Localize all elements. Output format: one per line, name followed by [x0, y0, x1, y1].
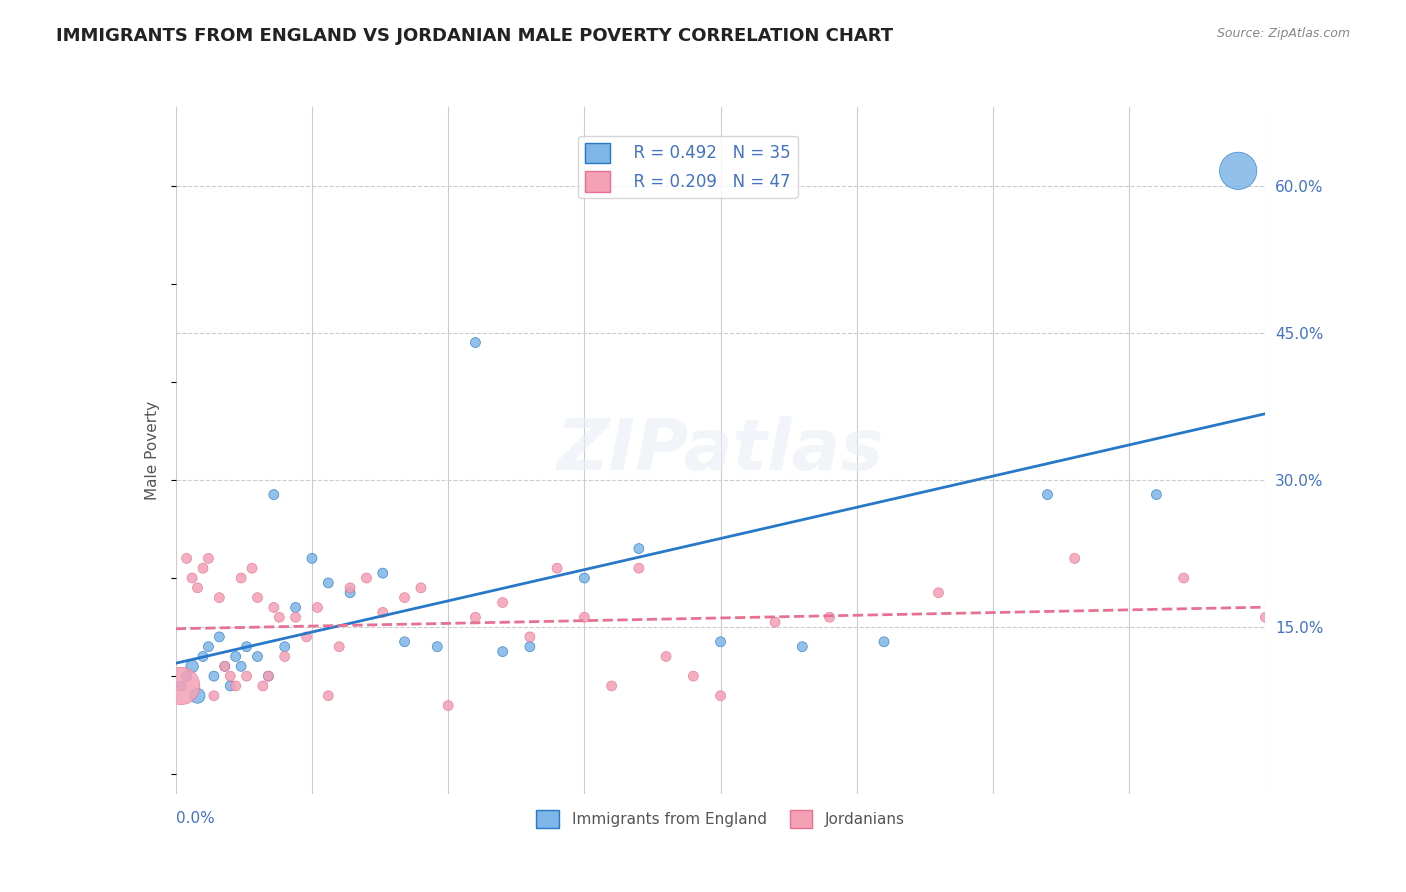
Text: IMMIGRANTS FROM ENGLAND VS JORDANIAN MALE POVERTY CORRELATION CHART: IMMIGRANTS FROM ENGLAND VS JORDANIAN MAL…	[56, 27, 893, 45]
Y-axis label: Male Poverty: Male Poverty	[145, 401, 160, 500]
Point	[235, 669, 257, 683]
Point	[655, 649, 678, 664]
Point	[240, 561, 263, 575]
Point	[1144, 488, 1167, 502]
Point	[356, 571, 378, 585]
Point	[574, 571, 596, 585]
Point	[284, 600, 307, 615]
Point	[519, 640, 541, 654]
Point	[181, 659, 204, 673]
Point	[231, 571, 253, 585]
Point	[257, 669, 280, 683]
Point	[274, 640, 297, 654]
Point	[170, 679, 193, 693]
Legend: Immigrants from England, Jordanians: Immigrants from England, Jordanians	[530, 804, 911, 834]
Point	[235, 640, 257, 654]
Point	[318, 689, 340, 703]
Point	[170, 679, 193, 693]
Point	[186, 689, 209, 703]
Point	[928, 586, 950, 600]
Point	[710, 635, 733, 649]
Point	[464, 335, 486, 350]
Point	[186, 581, 209, 595]
Point	[263, 600, 285, 615]
Point	[627, 561, 650, 575]
Point	[181, 571, 204, 585]
Point	[328, 640, 350, 654]
Point	[231, 659, 253, 673]
Point	[710, 689, 733, 703]
Point	[394, 591, 416, 605]
Point	[257, 669, 280, 683]
Point	[284, 610, 307, 624]
Point	[208, 630, 231, 644]
Point	[339, 586, 361, 600]
Point	[1063, 551, 1085, 566]
Point	[546, 561, 568, 575]
Point	[492, 644, 515, 658]
Point	[214, 659, 236, 673]
Point	[202, 669, 225, 683]
Point	[394, 635, 416, 649]
Point	[1227, 164, 1250, 178]
Point	[225, 679, 247, 693]
Point	[219, 679, 242, 693]
Point	[295, 630, 318, 644]
Point	[274, 649, 297, 664]
Point	[492, 596, 515, 610]
Text: Source: ZipAtlas.com: Source: ZipAtlas.com	[1216, 27, 1350, 40]
Point	[263, 488, 285, 502]
Point	[464, 610, 486, 624]
Point	[519, 630, 541, 644]
Point	[339, 581, 361, 595]
Point	[873, 635, 896, 649]
Point	[219, 669, 242, 683]
Point	[1254, 610, 1277, 624]
Point	[197, 640, 219, 654]
Point	[1173, 571, 1195, 585]
Point	[208, 591, 231, 605]
Point	[246, 591, 269, 605]
Point	[252, 679, 274, 693]
Text: 0.0%: 0.0%	[176, 811, 215, 826]
Point	[301, 551, 323, 566]
Point	[225, 649, 247, 664]
Text: ZIPatlas: ZIPatlas	[557, 416, 884, 485]
Point	[627, 541, 650, 556]
Point	[1036, 488, 1059, 502]
Point	[176, 669, 198, 683]
Point	[574, 610, 596, 624]
Point	[682, 669, 704, 683]
Point	[269, 610, 291, 624]
Point	[371, 566, 394, 581]
Point	[318, 576, 340, 591]
Point	[176, 551, 198, 566]
Point	[246, 649, 269, 664]
Point	[600, 679, 623, 693]
Point	[409, 581, 432, 595]
Point	[191, 561, 214, 575]
Point	[214, 659, 236, 673]
Point	[307, 600, 329, 615]
Point	[818, 610, 841, 624]
Point	[191, 649, 214, 664]
Point	[763, 615, 786, 630]
Point	[371, 605, 394, 619]
Point	[437, 698, 460, 713]
Point	[426, 640, 449, 654]
Point	[202, 689, 225, 703]
Point	[197, 551, 219, 566]
Point	[792, 640, 814, 654]
